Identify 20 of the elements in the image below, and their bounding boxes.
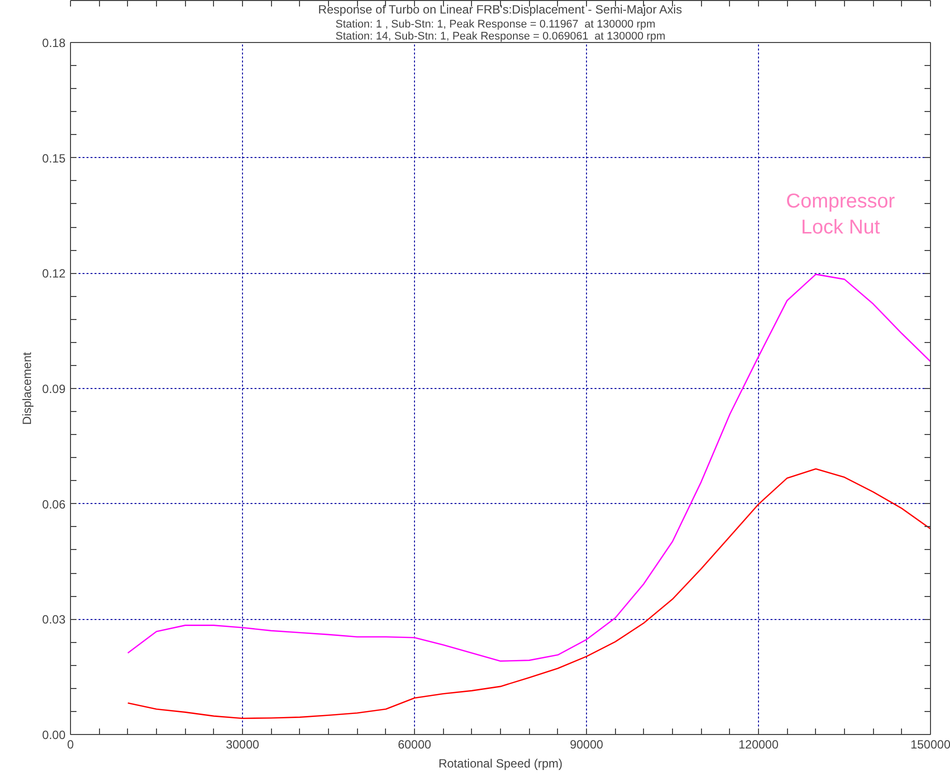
y-tick-label: 0.06	[42, 497, 66, 512]
line-series	[127, 274, 930, 662]
y-tick-label: 0.18	[42, 36, 66, 50]
annotation: Compressor Lock Nut	[786, 190, 896, 239]
x-axis-title: Rotational Speed (rpm)	[438, 756, 563, 770]
x-tick-label: 60000	[398, 738, 432, 752]
x-tick-label: 0	[67, 738, 74, 752]
x-tick-label: 150000	[910, 738, 950, 752]
y-tick-label: 0.12	[42, 266, 66, 281]
line-series	[127, 468, 930, 720]
y-tick-label: 0.03	[42, 612, 66, 627]
y-tick-label: 0.15	[42, 151, 66, 166]
y-axis-title: Displacement	[20, 351, 34, 425]
x-tick-label: 120000	[738, 738, 779, 752]
x-tick-label: 90000	[570, 738, 604, 752]
chart-title: Response of Turbo on Linear FRB's:Displacement - Semi-Major Axis	[318, 2, 682, 16]
y-tick-label: 0.09	[42, 382, 66, 396]
x-tick-label: 30000	[226, 738, 260, 752]
chart-subtitle: Station: 1 , Sub-Stn: 1, Peak Response = 0.11967 at 130000 rpm Station: 14, Sub-Stn: 1, Peak Response = 0.069061 at 130000 rpm	[336, 18, 666, 42]
y-tick-label: 0.00	[42, 728, 66, 742]
